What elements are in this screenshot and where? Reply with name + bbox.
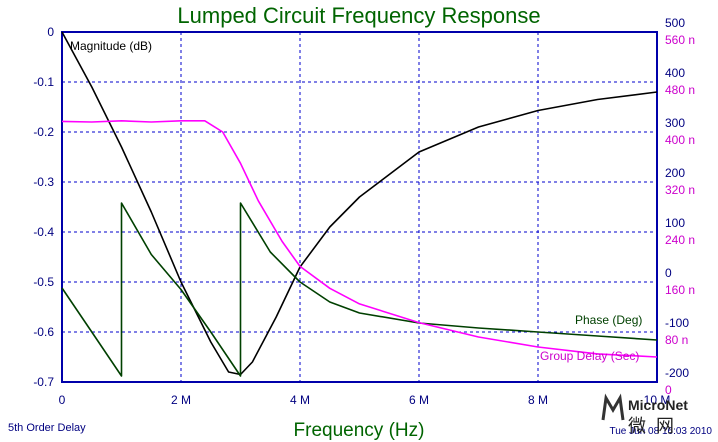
- grid: [62, 32, 657, 382]
- right-delay-tick-label: 400 n: [665, 133, 695, 147]
- x-tick-label: 0: [59, 393, 66, 407]
- legend-magnitude: Magnitude (dB): [70, 39, 152, 53]
- x-tick-label: 10 M: [644, 393, 671, 407]
- right-delay-tick-label: 160 n: [665, 283, 695, 297]
- left-tick-label: -0.4: [33, 225, 54, 239]
- left-tick-label: 0: [47, 25, 54, 39]
- left-tick-label: -0.6: [33, 325, 54, 339]
- right-phase-tick-label: 500: [665, 16, 685, 30]
- right-delay-tick-label: 480 n: [665, 83, 695, 97]
- right-delay-tick-labels: 560 n 480 n 400 n 320 n 240 n 160 n 80 n 0: [665, 33, 695, 397]
- left-tick-label: -0.3: [33, 175, 54, 189]
- chart-title: Lumped Circuit Frequency Response: [177, 3, 540, 28]
- right-phase-tick-labels: 500 400 300 200 100 0 -100 -200: [665, 16, 689, 380]
- left-tick-label: -0.7: [33, 375, 54, 389]
- watermark-glyph: 微网: [628, 416, 684, 436]
- right-phase-tick-label: 200: [665, 166, 685, 180]
- plot-frame: [61, 31, 658, 383]
- right-phase-tick-label: 100: [665, 216, 685, 230]
- watermark-brand: MicroNet: [628, 397, 688, 413]
- right-phase-tick-label: -200: [665, 366, 689, 380]
- right-delay-tick-label: 240 n: [665, 233, 695, 247]
- right-phase-tick-label: 300: [665, 116, 685, 130]
- legend-phase: Phase (Deg): [575, 313, 642, 327]
- x-tick-label: 4 M: [290, 393, 310, 407]
- x-axis-label: Frequency (Hz): [294, 420, 425, 441]
- series-phase-line: [61, 202, 658, 377]
- x-tick-label: 8 M: [528, 393, 548, 407]
- right-delay-tick-label: 0: [665, 383, 672, 397]
- right-delay-tick-label: 560 n: [665, 33, 695, 47]
- watermark-logo: MicroNet 微网: [601, 393, 688, 436]
- left-tick-label: -0.1: [33, 75, 54, 89]
- x-tick-labels: 0 2 M 4 M 6 M 8 M 10 M: [59, 393, 671, 407]
- right-phase-tick-label: 0: [665, 266, 672, 280]
- legend-delay: Group Delay (Sec): [540, 349, 639, 363]
- series-lines: [61, 31, 658, 377]
- right-phase-tick-label: -100: [665, 316, 689, 330]
- series-delay-line: [61, 120, 658, 358]
- footer-right: Tue Jun 08 16:03 2010: [610, 426, 713, 437]
- series-magnitude-line: [61, 31, 658, 376]
- footer-left: 5th Order Delay: [8, 422, 86, 434]
- left-tick-labels: 0 -0.1 -0.2 -0.3 -0.4 -0.5 -0.6 -0.7: [33, 25, 54, 389]
- left-tick-label: -0.2: [33, 125, 54, 139]
- left-tick-label: -0.5: [33, 275, 54, 289]
- right-phase-tick-label: 400: [665, 66, 685, 80]
- watermark-m-icon: [601, 393, 625, 421]
- x-tick-label: 2 M: [171, 393, 191, 407]
- right-delay-tick-label: 320 n: [665, 183, 695, 197]
- x-tick-label: 6 M: [409, 393, 429, 407]
- right-delay-tick-label: 80 n: [665, 333, 688, 347]
